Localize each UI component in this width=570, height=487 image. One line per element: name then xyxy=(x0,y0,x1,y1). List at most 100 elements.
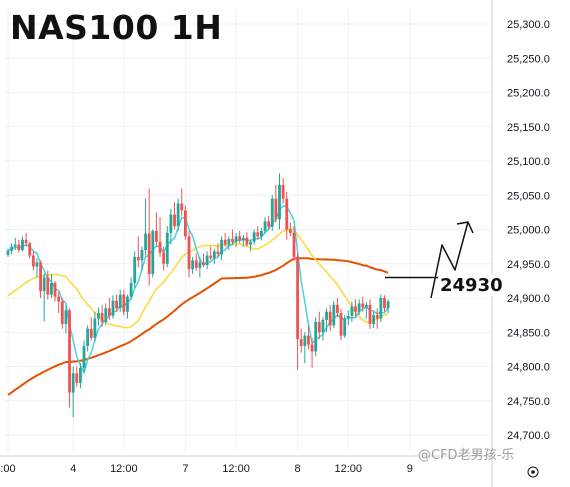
candle-body xyxy=(82,345,86,368)
candle-body xyxy=(227,239,231,245)
candle-body xyxy=(126,296,129,312)
y-tick-label: 25,300.0 xyxy=(507,19,550,31)
candle-body xyxy=(13,244,17,247)
moving-average-layer xyxy=(7,204,389,396)
settings-icon-ring xyxy=(527,466,539,478)
candle-body xyxy=(79,367,82,383)
candle-body xyxy=(379,298,383,319)
candle-body xyxy=(144,233,147,251)
candle-body xyxy=(104,308,108,322)
candle-body xyxy=(173,214,176,227)
candle-body xyxy=(296,256,299,340)
candle-body xyxy=(339,313,343,336)
candle-body xyxy=(346,315,350,319)
settings-icon-dot xyxy=(531,470,535,474)
candle-body xyxy=(364,304,368,308)
projection-arrow-path xyxy=(430,221,469,299)
candle-body xyxy=(136,256,140,261)
candle-body xyxy=(202,262,205,266)
candle-body xyxy=(75,373,79,383)
candle-body xyxy=(194,260,198,268)
y-tick-label: 25,050.0 xyxy=(507,190,550,202)
candle-body xyxy=(97,313,100,319)
candle-body xyxy=(343,318,347,336)
slow-moving-average-line xyxy=(7,257,389,396)
candle-body xyxy=(245,237,249,245)
mid-moving-average-line xyxy=(7,228,389,329)
candle-body xyxy=(122,294,126,312)
candle-body xyxy=(260,230,263,237)
y-tick-label: 25,150.0 xyxy=(507,122,550,134)
candle-body xyxy=(57,296,61,302)
candle-body xyxy=(198,262,202,268)
y-tick-label: 25,200.0 xyxy=(507,88,550,100)
candle-body xyxy=(303,335,307,346)
candle-body xyxy=(336,304,339,314)
settings-icon xyxy=(527,466,539,478)
candle-body xyxy=(10,246,14,251)
candle-body xyxy=(158,241,162,253)
x-tick-label: 7 xyxy=(182,463,188,475)
candle-body xyxy=(267,221,271,227)
candle-layer xyxy=(6,173,390,418)
fast-moving-average-line xyxy=(7,204,389,374)
x-tick-label: 9 xyxy=(407,463,413,475)
candle-body xyxy=(35,262,39,267)
candle-body xyxy=(42,277,46,292)
candle-body xyxy=(252,232,256,242)
y-tick-label: 25,100.0 xyxy=(507,156,550,168)
candle-body xyxy=(281,184,285,199)
candle-body xyxy=(205,255,209,266)
y-tick-label: 24,800.0 xyxy=(507,362,550,374)
candle-body xyxy=(89,328,93,338)
y-tick-label: 25,000.0 xyxy=(507,225,550,237)
y-tick-label: 24,950.0 xyxy=(507,259,550,271)
candle-body xyxy=(325,311,328,320)
candle-body xyxy=(64,310,68,325)
y-tick-label: 24,700.0 xyxy=(507,430,550,442)
candle-body xyxy=(238,236,242,241)
candle-body xyxy=(39,262,42,292)
candle-body xyxy=(140,250,144,261)
candle-body xyxy=(162,252,166,264)
candle-body xyxy=(372,315,376,325)
candle-body xyxy=(187,236,191,270)
candle-body xyxy=(176,203,180,227)
candle-body xyxy=(169,214,173,233)
candle-body xyxy=(357,303,361,312)
candle-body xyxy=(332,304,336,326)
candle-body xyxy=(249,241,252,245)
candle-body xyxy=(28,243,32,256)
candle-body xyxy=(220,239,223,255)
candle-body xyxy=(183,210,187,237)
candle-body xyxy=(93,318,97,338)
candle-body xyxy=(86,328,90,346)
candle-body xyxy=(180,203,184,211)
candle-body xyxy=(118,294,122,309)
candle-body xyxy=(354,306,357,312)
candle-body xyxy=(209,255,213,259)
candle-body xyxy=(53,282,57,297)
candle-body xyxy=(68,310,71,393)
candle-body xyxy=(386,301,390,309)
candle-body xyxy=(328,311,332,326)
candle-body xyxy=(133,256,137,283)
candle-body xyxy=(256,232,260,237)
candle-body xyxy=(17,244,21,251)
candle-body xyxy=(375,315,379,319)
candle-body xyxy=(151,230,155,275)
candle-body xyxy=(231,239,234,242)
y-tick-label: 24,750.0 xyxy=(507,396,550,408)
candle-body xyxy=(100,313,104,322)
candle-body xyxy=(46,277,50,295)
candle-body xyxy=(288,229,292,233)
candle-body xyxy=(350,306,354,316)
x-tick-label: 12:00 xyxy=(335,463,363,475)
candle-body xyxy=(299,339,303,346)
candle-body xyxy=(31,255,35,267)
candle-body xyxy=(383,298,386,309)
candle-body xyxy=(216,251,220,255)
candle-body xyxy=(107,308,111,316)
